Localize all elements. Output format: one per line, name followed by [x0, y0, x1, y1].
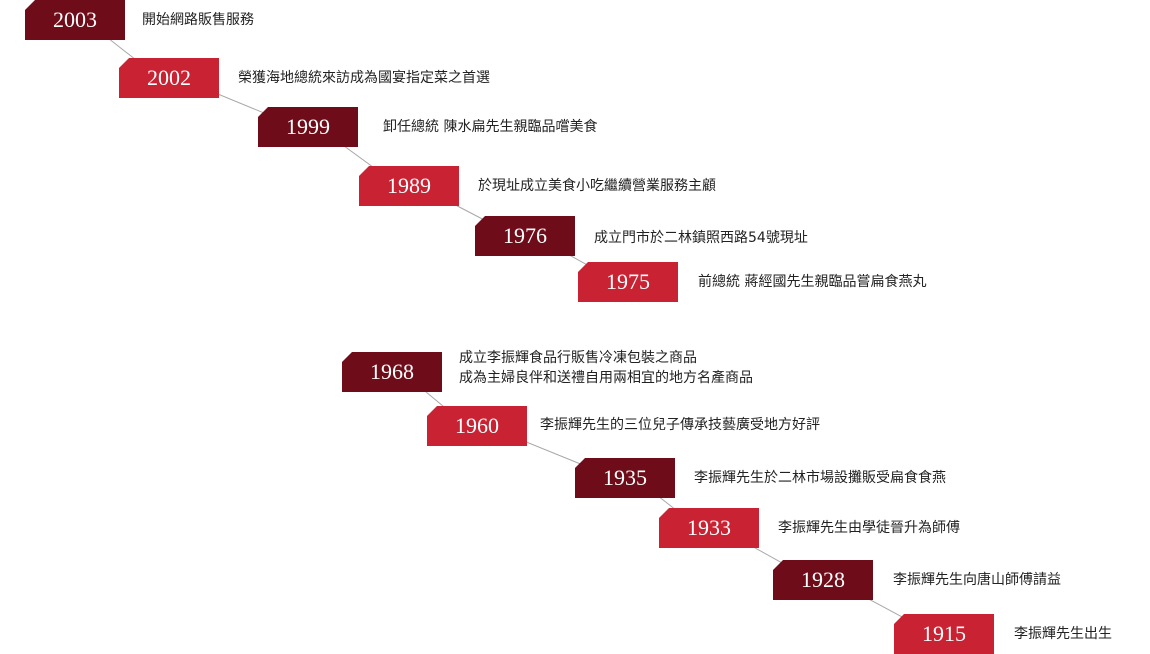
- event-description-2003: 開始網路販售服務: [142, 10, 254, 30]
- event-description-1999: 卸任總統 陳水扁先生親臨品嚐美食: [383, 117, 597, 137]
- year-badge-2002: 2002: [119, 58, 219, 98]
- event-line: 開始網路販售服務: [142, 12, 254, 28]
- year-badge-1976: 1976: [475, 216, 575, 256]
- event-description-1960: 李振輝先生的三位兒子傳承技藝廣受地方好評: [540, 415, 820, 435]
- year-badge-1935: 1935: [575, 458, 675, 498]
- year-badge-1999: 1999: [258, 107, 358, 147]
- year-badge-1915: 1915: [894, 614, 994, 654]
- event-line: 前總統 蔣經國先生親臨品嘗扁食燕丸: [698, 274, 927, 290]
- event-line: 卸任總統 陳水扁先生親臨品嚐美食: [383, 119, 598, 135]
- event-description-1989: 於現址成立美食小吃繼續營業服務主顧: [478, 176, 716, 196]
- event-description-1915: 李振輝先生出生: [1014, 624, 1112, 644]
- event-line: 李振輝先生於二林市場設攤販受扁食食燕: [694, 470, 946, 486]
- event-line: 榮獲海地總統來訪成為國宴指定菜之首選: [238, 70, 490, 86]
- event-line: 成立李振輝食品行販售冷凍包裝之商品: [459, 350, 697, 366]
- year-badge-1933: 1933: [659, 508, 759, 548]
- event-line: 成立門市於二林鎮照西路54號現址: [594, 230, 808, 246]
- event-description-1928: 李振輝先生向唐山師傅請益: [893, 570, 1061, 590]
- year-badge-1968: 1968: [342, 352, 442, 392]
- event-description-2002: 榮獲海地總統來訪成為國宴指定菜之首選: [238, 68, 490, 88]
- event-line: 成為主婦良伴和送禮自用兩相宜的地方名產商品: [459, 370, 753, 386]
- event-description-1933: 李振輝先生由學徒晉升為師傅: [778, 518, 960, 538]
- event-line: 李振輝先生的三位兒子傳承技藝廣受地方好評: [540, 417, 820, 433]
- event-description-1975: 前總統 蔣經國先生親臨品嘗扁食燕丸: [698, 272, 926, 292]
- event-description-1935: 李振輝先生於二林市場設攤販受扁食食燕: [694, 468, 946, 488]
- year-badge-1960: 1960: [427, 406, 527, 446]
- event-description-1976: 成立門市於二林鎮照西路54號現址: [594, 228, 808, 248]
- year-badge-1928: 1928: [773, 560, 873, 600]
- event-description-1968: 成立李振輝食品行販售冷凍包裝之商品成為主婦良伴和送禮自用兩相宜的地方名產商品: [459, 348, 753, 388]
- event-line: 李振輝先生出生: [1014, 626, 1112, 642]
- year-badge-2003: 2003: [25, 0, 125, 40]
- event-line: 李振輝先生向唐山師傅請益: [893, 572, 1061, 588]
- year-badge-1989: 1989: [359, 166, 459, 206]
- event-line: 於現址成立美食小吃繼續營業服務主顧: [478, 178, 716, 194]
- year-badge-1975: 1975: [578, 262, 678, 302]
- event-line: 李振輝先生由學徒晉升為師傅: [778, 520, 960, 536]
